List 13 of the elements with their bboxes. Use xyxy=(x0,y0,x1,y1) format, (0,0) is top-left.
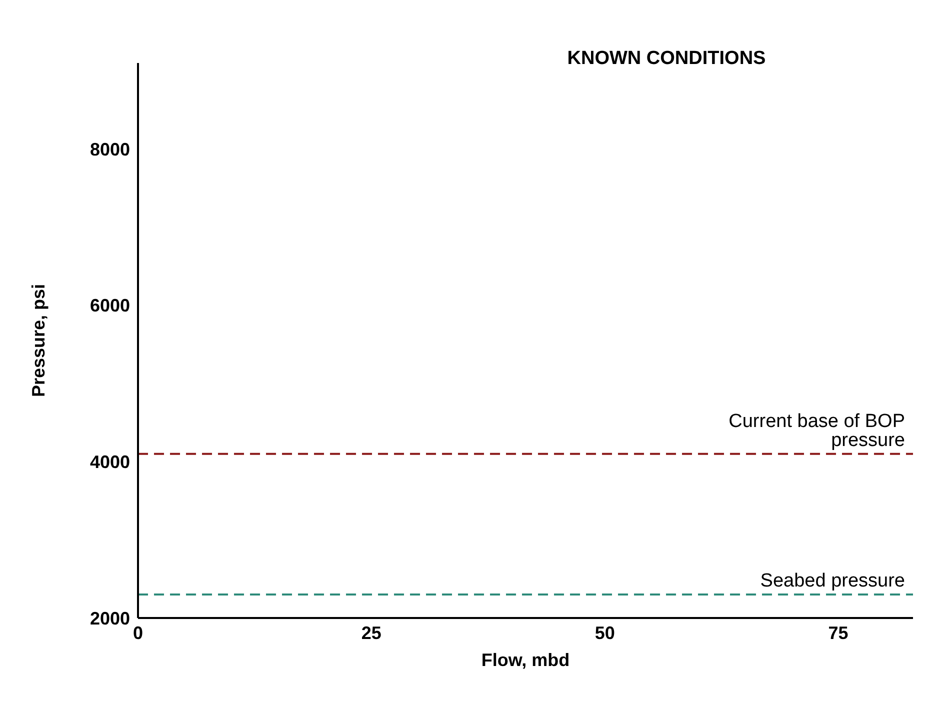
y-tick-label: 8000 xyxy=(90,139,130,160)
y-axis-title: Pressure, psi xyxy=(28,284,48,398)
x-tick-label: 25 xyxy=(361,622,382,643)
x-tick-label: 50 xyxy=(594,622,615,643)
y-tick-label: 2000 xyxy=(90,608,130,628)
y-tick-label: 6000 xyxy=(90,296,130,316)
ref-line-label: Current base of BOP pressure xyxy=(728,410,905,451)
ref-line-label: Seabed pressure xyxy=(760,570,905,592)
x-tick-label: 75 xyxy=(828,622,848,643)
y-tick-label: 4000 xyxy=(90,452,130,472)
x-tick-label: 0 xyxy=(132,622,144,643)
x-axis-title: Flow, mbd xyxy=(481,650,570,670)
chart-title: KNOWN CONDITIONS xyxy=(566,48,767,70)
